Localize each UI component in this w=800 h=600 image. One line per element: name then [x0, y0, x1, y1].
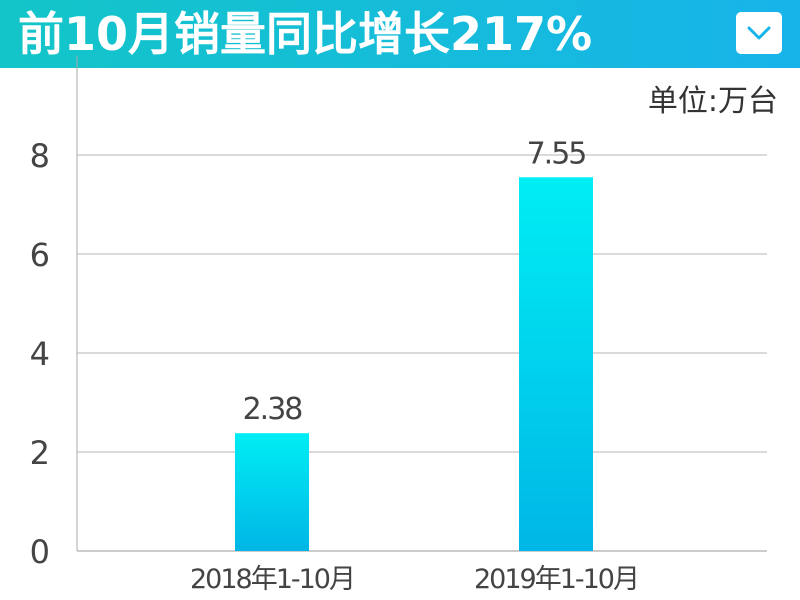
- y-tick-label: 0: [30, 533, 50, 571]
- chart-title: 前10月销量同比增长217%: [18, 7, 593, 61]
- title-banner: 前10月销量同比增长217%: [0, 0, 800, 68]
- bar-value-label: 7.55: [527, 136, 586, 171]
- bar-value-label: 2.38: [243, 392, 303, 427]
- x-tick-label: 2018年1-10月: [190, 564, 354, 595]
- y-tick-label: 8: [30, 137, 50, 175]
- x-tick-label: 2019年1-10月: [474, 564, 638, 595]
- bar: [519, 177, 593, 551]
- y-tick-label: 4: [30, 335, 50, 373]
- unit-label: 单位:万台: [647, 84, 778, 119]
- y-tick-label: 2: [30, 434, 50, 472]
- chevron-down-icon: [747, 26, 771, 40]
- dropdown-button[interactable]: [736, 12, 782, 54]
- y-tick-label: 6: [30, 236, 50, 274]
- bar: [235, 433, 309, 551]
